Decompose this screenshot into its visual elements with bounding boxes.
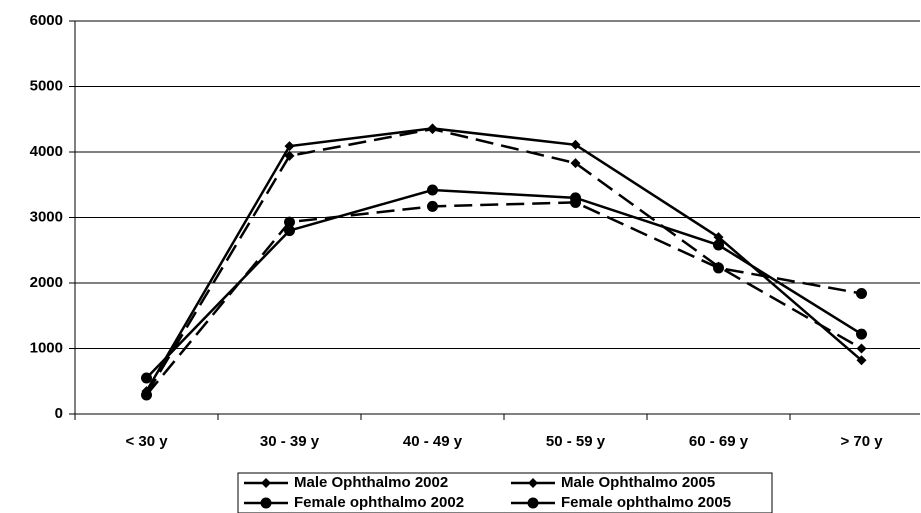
x-tick-label: 30 - 39 y [260, 433, 320, 450]
marker [856, 343, 867, 354]
series-line [145, 127, 863, 395]
series-line [145, 127, 863, 392]
marker [141, 372, 152, 384]
legend-marker [260, 497, 272, 509]
x-tick-label: > 70 y [840, 433, 883, 450]
legend-label: Male Ophthalmo 2002 [294, 474, 448, 491]
marker [570, 196, 581, 208]
legend-label: Female ophthalmo 2002 [294, 494, 464, 511]
marker [713, 262, 724, 274]
marker [427, 124, 438, 135]
legend-label: Male Ophthalmo 2005 [561, 474, 715, 491]
marker [284, 150, 295, 161]
legend-label: Female ophthalmo 2005 [561, 494, 731, 511]
marker [284, 216, 295, 228]
x-tick-label: 50 - 59 y [546, 433, 606, 450]
x-tick-label: 40 - 49 y [403, 433, 463, 450]
series-line [145, 188, 863, 379]
y-tick-label: 3000 [30, 208, 63, 225]
y-tick-label: 0 [55, 405, 63, 422]
marker [284, 141, 295, 152]
y-tick-label: 6000 [30, 12, 63, 29]
y-tick-label: 2000 [30, 274, 63, 291]
series-line [145, 201, 862, 396]
legend-box [237, 472, 773, 513]
legend-marker [528, 478, 538, 488]
marker [427, 184, 438, 196]
y-tick-label: 5000 [30, 77, 63, 94]
marker [713, 239, 724, 251]
marker [570, 139, 581, 150]
y-tick-label: 1000 [30, 339, 63, 356]
legend-marker [261, 478, 271, 488]
marker [284, 225, 295, 237]
legend-marker [527, 497, 539, 509]
marker [141, 389, 152, 401]
marker [856, 355, 867, 366]
marker [713, 232, 724, 243]
x-tick-label: 60 - 69 y [689, 433, 749, 450]
y-tick-label: 4000 [30, 143, 63, 160]
marker [856, 287, 867, 299]
marker [570, 158, 581, 169]
marker [856, 328, 867, 340]
x-tick-label: < 30 y [125, 433, 168, 450]
marker [427, 200, 438, 212]
